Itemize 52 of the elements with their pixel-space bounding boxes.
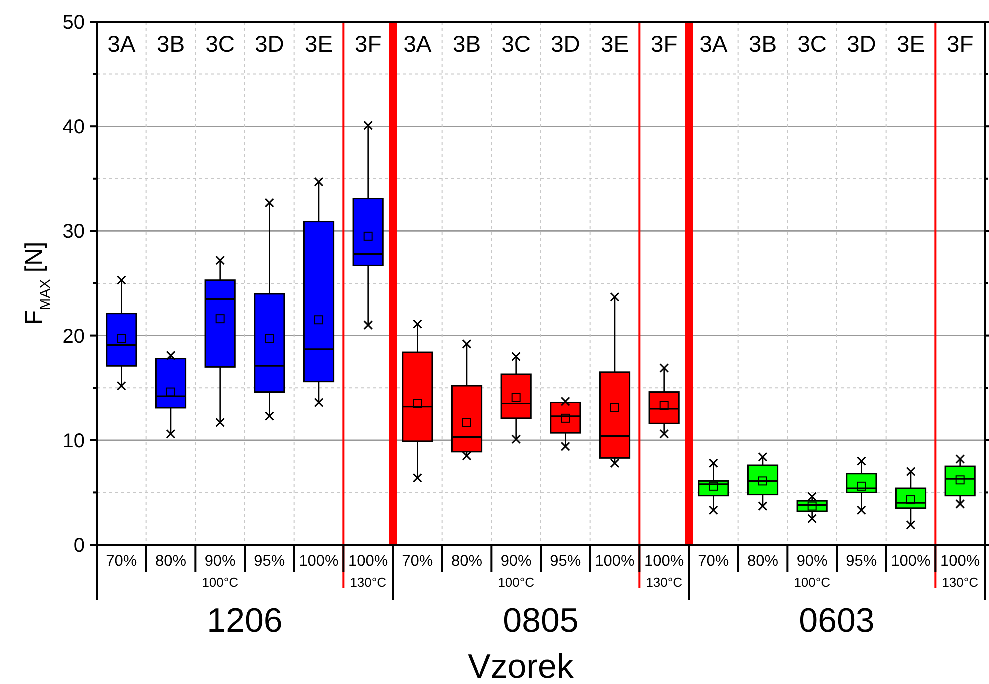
x-tick-label: 70% bbox=[106, 553, 138, 570]
y-tick-label: 30 bbox=[62, 221, 85, 244]
x-tick-label: 80% bbox=[451, 553, 483, 570]
y-tick-label: 10 bbox=[62, 430, 85, 452]
x-tick-label: 80% bbox=[155, 553, 187, 570]
x-tick-label: 100% bbox=[644, 553, 684, 570]
x-tick-label: 95% bbox=[550, 553, 582, 570]
y-tick-label: 20 bbox=[62, 326, 85, 348]
x-tick-label: 90% bbox=[500, 553, 532, 570]
text: 100°C bbox=[202, 575, 238, 590]
annotation: 3C bbox=[206, 31, 236, 57]
annotation: 3D bbox=[254, 31, 284, 57]
annotation: 3F bbox=[650, 31, 678, 57]
annotation: 3F bbox=[354, 31, 382, 57]
text: 0805 bbox=[503, 602, 579, 640]
annotation: 3C bbox=[798, 31, 828, 57]
y-tick-label: 0 bbox=[74, 535, 85, 557]
annotation: 3B bbox=[156, 31, 186, 57]
annotation: 3E bbox=[600, 31, 630, 57]
annotation: 3A bbox=[404, 31, 432, 57]
x-tick-label: 100% bbox=[595, 553, 636, 570]
annotation: 3C bbox=[502, 31, 532, 57]
x-tick-label: 95% bbox=[846, 553, 878, 570]
x-tick-label: 70% bbox=[402, 553, 434, 570]
text: 100°C bbox=[794, 575, 830, 590]
x-tick-label: 100% bbox=[940, 553, 980, 570]
x-tick-label: 100% bbox=[299, 553, 340, 570]
annotation: 3F bbox=[946, 31, 974, 57]
text: 100°C bbox=[498, 575, 534, 590]
annotation: 3E bbox=[896, 31, 926, 57]
annotation: 3E bbox=[304, 31, 334, 57]
x-tick-label: 80% bbox=[747, 553, 779, 570]
y-tick-label: 40 bbox=[62, 116, 85, 139]
text: 130°C bbox=[646, 575, 682, 590]
annotation: 3A bbox=[108, 31, 136, 57]
text: 1206 bbox=[207, 602, 283, 640]
text: 130°C bbox=[942, 575, 978, 590]
x-axis-title: Vzorek bbox=[468, 648, 575, 684]
x-tick-label: 70% bbox=[698, 553, 730, 570]
text: 0603 bbox=[799, 602, 875, 640]
annotation: 3A bbox=[700, 31, 728, 57]
annotation: 3D bbox=[846, 31, 876, 57]
annotation: 3B bbox=[452, 31, 482, 57]
x-tick-label: 90% bbox=[796, 553, 828, 570]
x-tick-label: 95% bbox=[254, 553, 286, 570]
text: 130°C bbox=[350, 575, 386, 590]
x-tick-label: 100% bbox=[891, 553, 932, 570]
x-tick-label: 90% bbox=[204, 553, 236, 570]
x-tick-label: 100% bbox=[348, 553, 388, 570]
annotation: 3B bbox=[748, 31, 778, 57]
y-tick-label: 50 bbox=[62, 12, 85, 34]
annotation: 3D bbox=[550, 31, 580, 57]
